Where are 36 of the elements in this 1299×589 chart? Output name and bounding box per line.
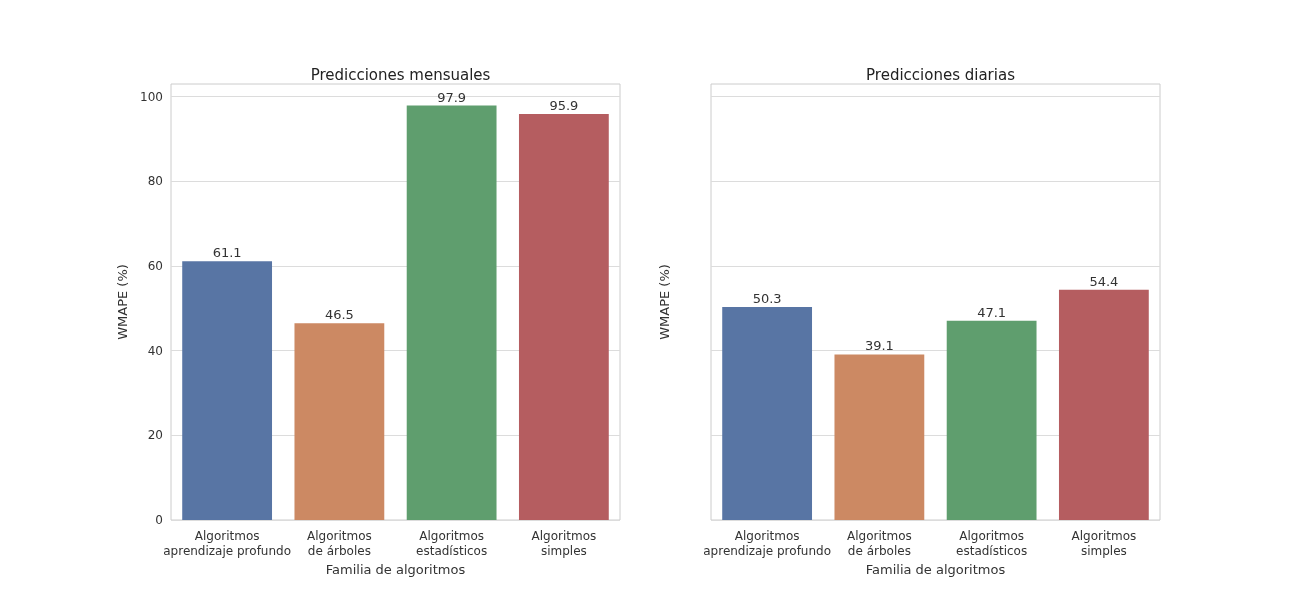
y-tick-label: 100 [140, 89, 163, 104]
data-label: 39.1 [864, 338, 894, 354]
y-tick-label: 20 [147, 428, 163, 443]
x-axis-title: Familia de algoritmos [325, 561, 466, 577]
y-tick-label: 80 [147, 174, 163, 189]
bar [1058, 289, 1149, 520]
x-tick-label: Algoritmos estadísticos [956, 528, 1028, 558]
bar [834, 354, 925, 520]
x-tick-label: Algoritmos de árboles [846, 528, 912, 558]
data-label: 50.3 [752, 291, 782, 307]
x-tick-label: Algoritmos de árboles [306, 528, 372, 558]
y-tick-label: 40 [147, 343, 163, 358]
x-axis-title: Familia de algoritmos [865, 561, 1006, 577]
data-label: 47.1 [977, 304, 1007, 320]
bar [518, 114, 609, 520]
bar [946, 320, 1037, 520]
bar [406, 105, 497, 520]
data-label: 46.5 [324, 307, 354, 323]
bar [294, 323, 385, 520]
x-tick-label: Algoritmos simples [1071, 528, 1137, 558]
y-axis-title: WMAPE (%) [657, 264, 672, 340]
y-tick-label: 0 [155, 513, 163, 527]
x-tick-label: Algoritmos aprendizaje profundo [703, 528, 832, 558]
chart-title: Predicciones diarias [866, 65, 1016, 84]
y-tick-label: 60 [147, 259, 163, 274]
chart-title: Predicciones mensuales [310, 65, 491, 84]
data-label: 61.1 [212, 245, 242, 261]
data-label: 54.4 [1089, 273, 1119, 289]
x-tick-label: Algoritmos aprendizaje profundo [163, 528, 292, 558]
bar [182, 261, 273, 520]
x-tick-label: Algoritmos simples [531, 528, 597, 558]
data-label: 95.9 [549, 98, 579, 114]
data-label: 97.9 [437, 89, 467, 105]
bar [722, 307, 813, 520]
y-axis-title: WMAPE (%) [115, 264, 131, 340]
x-tick-label: Algoritmos estadísticos [416, 528, 488, 558]
